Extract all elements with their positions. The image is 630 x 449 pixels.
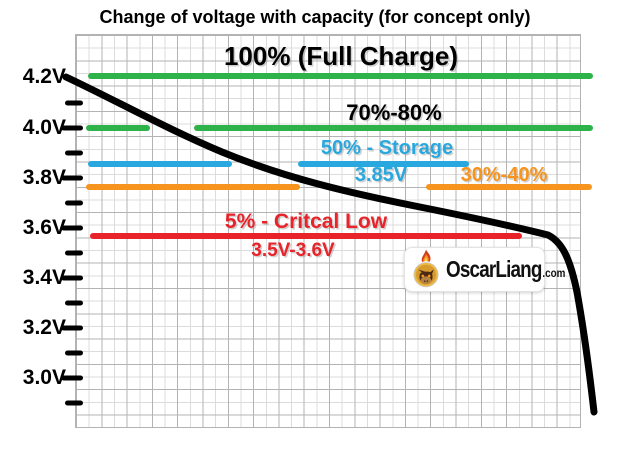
label-full-charge: 100% (Full Charge) <box>223 41 459 71</box>
label-storage-voltage: 3.85V <box>354 164 408 186</box>
y-axis-label: 4.0V <box>22 116 66 139</box>
label-storage: 50% - Storage <box>320 137 454 159</box>
chart-title: Change of voltage with capacity (for con… <box>99 7 531 27</box>
y-axis-label: 3.6V <box>22 216 66 239</box>
oscarliang-logo: OscarLiang .com <box>404 247 565 292</box>
voltage-bands <box>86 73 593 239</box>
y-axis-label: 3.2V <box>22 316 66 339</box>
logo-tld: .com <box>542 266 566 280</box>
label-70-80: 70%-80% <box>346 100 442 125</box>
y-axis-label: 3.8V <box>22 166 66 189</box>
label-critical-low: 5% - Critcal Low <box>224 210 388 233</box>
y-axis-major-ticks <box>61 125 83 381</box>
plot-grid <box>75 34 581 428</box>
label-30-40: 30%-40% <box>460 164 548 186</box>
logo-text: OscarLiang .com <box>446 256 565 283</box>
label-critical-range: 3.5V-3.6V <box>251 240 335 261</box>
y-axis-label: 3.0V <box>22 366 66 389</box>
y-axis-label: 4.2V <box>22 65 66 88</box>
y-axis-label: 3.4V <box>22 266 66 289</box>
logo-brand: OscarLiang <box>446 256 542 282</box>
discharge-curve <box>62 73 598 416</box>
dragon-flame-icon <box>412 249 440 289</box>
y-axis-minor-ticks <box>65 100 83 406</box>
